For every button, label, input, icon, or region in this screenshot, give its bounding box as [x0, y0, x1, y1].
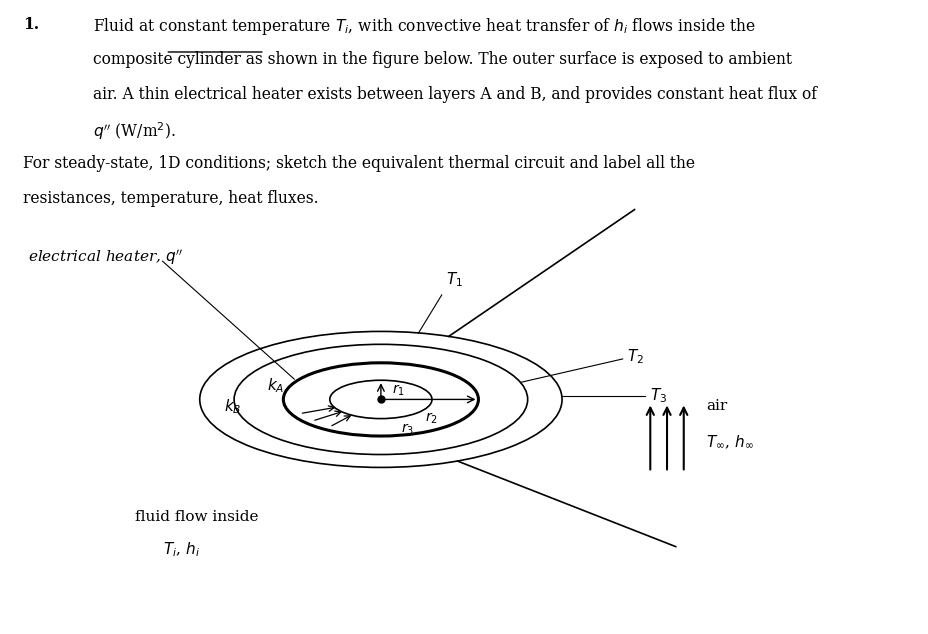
- Text: $T_1$: $T_1$: [446, 270, 463, 288]
- Text: electrical heater, $q''$: electrical heater, $q''$: [28, 247, 183, 267]
- Text: $k_B$: $k_B$: [224, 397, 241, 415]
- Text: $T_i$, $h_i$: $T_i$, $h_i$: [162, 540, 200, 559]
- Text: composite cylinder as shown in the figure below. The outer surface is exposed to: composite cylinder as shown in the figur…: [93, 51, 791, 68]
- Text: fluid flow inside: fluid flow inside: [135, 510, 258, 524]
- Text: For steady-state, 1D conditions; sketch the equivalent thermal circuit and label: For steady-state, 1D conditions; sketch …: [23, 155, 694, 172]
- Text: $r_1$: $r_1$: [392, 382, 405, 398]
- Text: $r_2$: $r_2$: [425, 411, 438, 426]
- Text: $r_3$: $r_3$: [401, 422, 414, 437]
- Text: $T_2$: $T_2$: [626, 347, 644, 366]
- Text: $k_A$: $k_A$: [266, 377, 284, 395]
- Text: $q''$ (W/m$^2$).: $q''$ (W/m$^2$).: [93, 120, 175, 142]
- Text: resistances, temperature, heat fluxes.: resistances, temperature, heat fluxes.: [23, 190, 318, 207]
- Text: air: air: [705, 399, 727, 413]
- Text: Fluid at constant temperature $T_i$, with convective heat transfer of $h_i$ flow: Fluid at constant temperature $T_i$, wit…: [93, 16, 755, 37]
- Text: air. A thin electrical heater exists between layers A and B, and provides consta: air. A thin electrical heater exists bet…: [93, 86, 816, 103]
- Text: 1.: 1.: [23, 16, 39, 33]
- Text: $T_3$: $T_3$: [650, 387, 666, 405]
- Text: $T_\infty$, $h_\infty$: $T_\infty$, $h_\infty$: [705, 433, 753, 450]
